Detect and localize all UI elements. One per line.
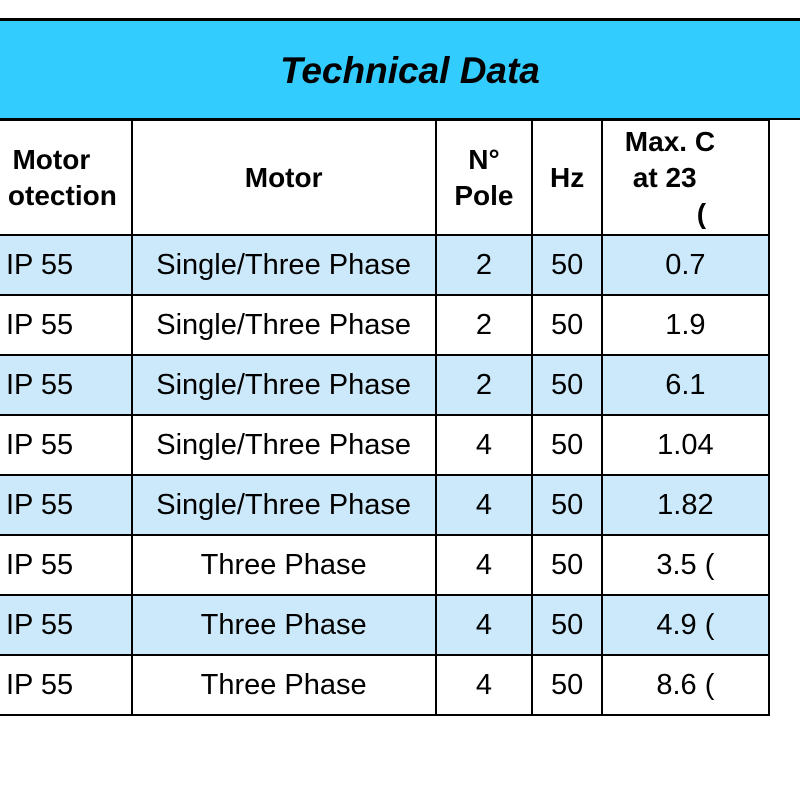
cell-motor: Three Phase (130, 654, 437, 716)
cell-pole: 2 (434, 354, 534, 416)
cell-hz: 50 (531, 234, 603, 296)
header-pole-line1: N° (468, 143, 500, 175)
header-pole-line2: Pole (454, 179, 514, 211)
cell-protection: IP 55 (0, 474, 133, 536)
cell-max: 8.6 ( (600, 654, 771, 716)
table-row: IP 55 Single/Three Phase 4 50 1.82 (0, 474, 771, 536)
cell-motor: Single/Three Phase (130, 354, 437, 416)
cell-max: 1.9 (600, 294, 771, 356)
title-bar: Technical Data (0, 18, 800, 120)
cell-pole: 4 (434, 474, 534, 536)
cell-pole: 2 (434, 234, 534, 296)
cell-protection: IP 55 (0, 414, 133, 476)
cell-max: 1.82 (600, 474, 771, 536)
cell-hz: 50 (531, 294, 603, 356)
cell-pole: 4 (434, 414, 534, 476)
table-row: IP 55 Three Phase 4 50 4.9 ( (0, 594, 771, 656)
header-motor: Motor (130, 119, 437, 236)
cell-protection: IP 55 (0, 534, 133, 596)
cell-motor: Three Phase (130, 594, 437, 656)
cell-motor: Single/Three Phase (130, 474, 437, 536)
table-row: IP 55 Three Phase 4 50 8.6 ( (0, 654, 771, 716)
cell-pole: 4 (434, 534, 534, 596)
cell-motor: Three Phase (130, 534, 437, 596)
header-max-line3: ( (696, 197, 707, 229)
cell-max: 6.1 (600, 354, 771, 416)
table-row: IP 55 Single/Three Phase 2 50 1.9 (0, 294, 771, 356)
header-motor-protection: Motor otection (0, 119, 133, 236)
cell-protection: IP 55 (0, 654, 133, 716)
technical-data-table: Motor otection Motor N° Pole Hz Max. C a… (0, 119, 771, 716)
cell-max: 1.04 (600, 414, 771, 476)
header-row: Motor otection Motor N° Pole Hz Max. C a… (0, 119, 771, 236)
cell-pole: 4 (434, 594, 534, 656)
cell-max: 4.9 ( (600, 594, 771, 656)
table-row: IP 55 Single/Three Phase 2 50 6.1 (0, 354, 771, 416)
cell-motor: Single/Three Phase (130, 234, 437, 296)
table-row: IP 55 Single/Three Phase 2 50 0.7 (0, 234, 771, 296)
cell-motor: Single/Three Phase (130, 294, 437, 356)
table-row: IP 55 Single/Three Phase 4 50 1.04 (0, 414, 771, 476)
header-max-line2: at 23 (632, 161, 697, 193)
header-motor-protection-line1: Motor (12, 143, 91, 175)
cell-hz: 50 (531, 654, 603, 716)
header-hz: Hz (531, 119, 603, 236)
cell-hz: 50 (531, 534, 603, 596)
cell-protection: IP 55 (0, 594, 133, 656)
cell-pole: 2 (434, 294, 534, 356)
cell-max: 0.7 (600, 234, 771, 296)
cell-hz: 50 (531, 414, 603, 476)
cell-protection: IP 55 (0, 294, 133, 356)
cell-hz: 50 (531, 474, 603, 536)
cell-protection: IP 55 (0, 234, 133, 296)
header-motor-protection-line2: otection (7, 179, 117, 211)
cell-hz: 50 (531, 594, 603, 656)
header-max: Max. C at 23 ( (600, 119, 771, 236)
header-pole: N° Pole (434, 119, 534, 236)
cell-pole: 4 (434, 654, 534, 716)
header-max-line1: Max. C (624, 125, 716, 157)
cell-motor: Single/Three Phase (130, 414, 437, 476)
table-row: IP 55 Three Phase 4 50 3.5 ( (0, 534, 771, 596)
cell-protection: IP 55 (0, 354, 133, 416)
cell-hz: 50 (531, 354, 603, 416)
table-title: Technical Data (280, 50, 540, 91)
cell-max: 3.5 ( (600, 534, 771, 596)
